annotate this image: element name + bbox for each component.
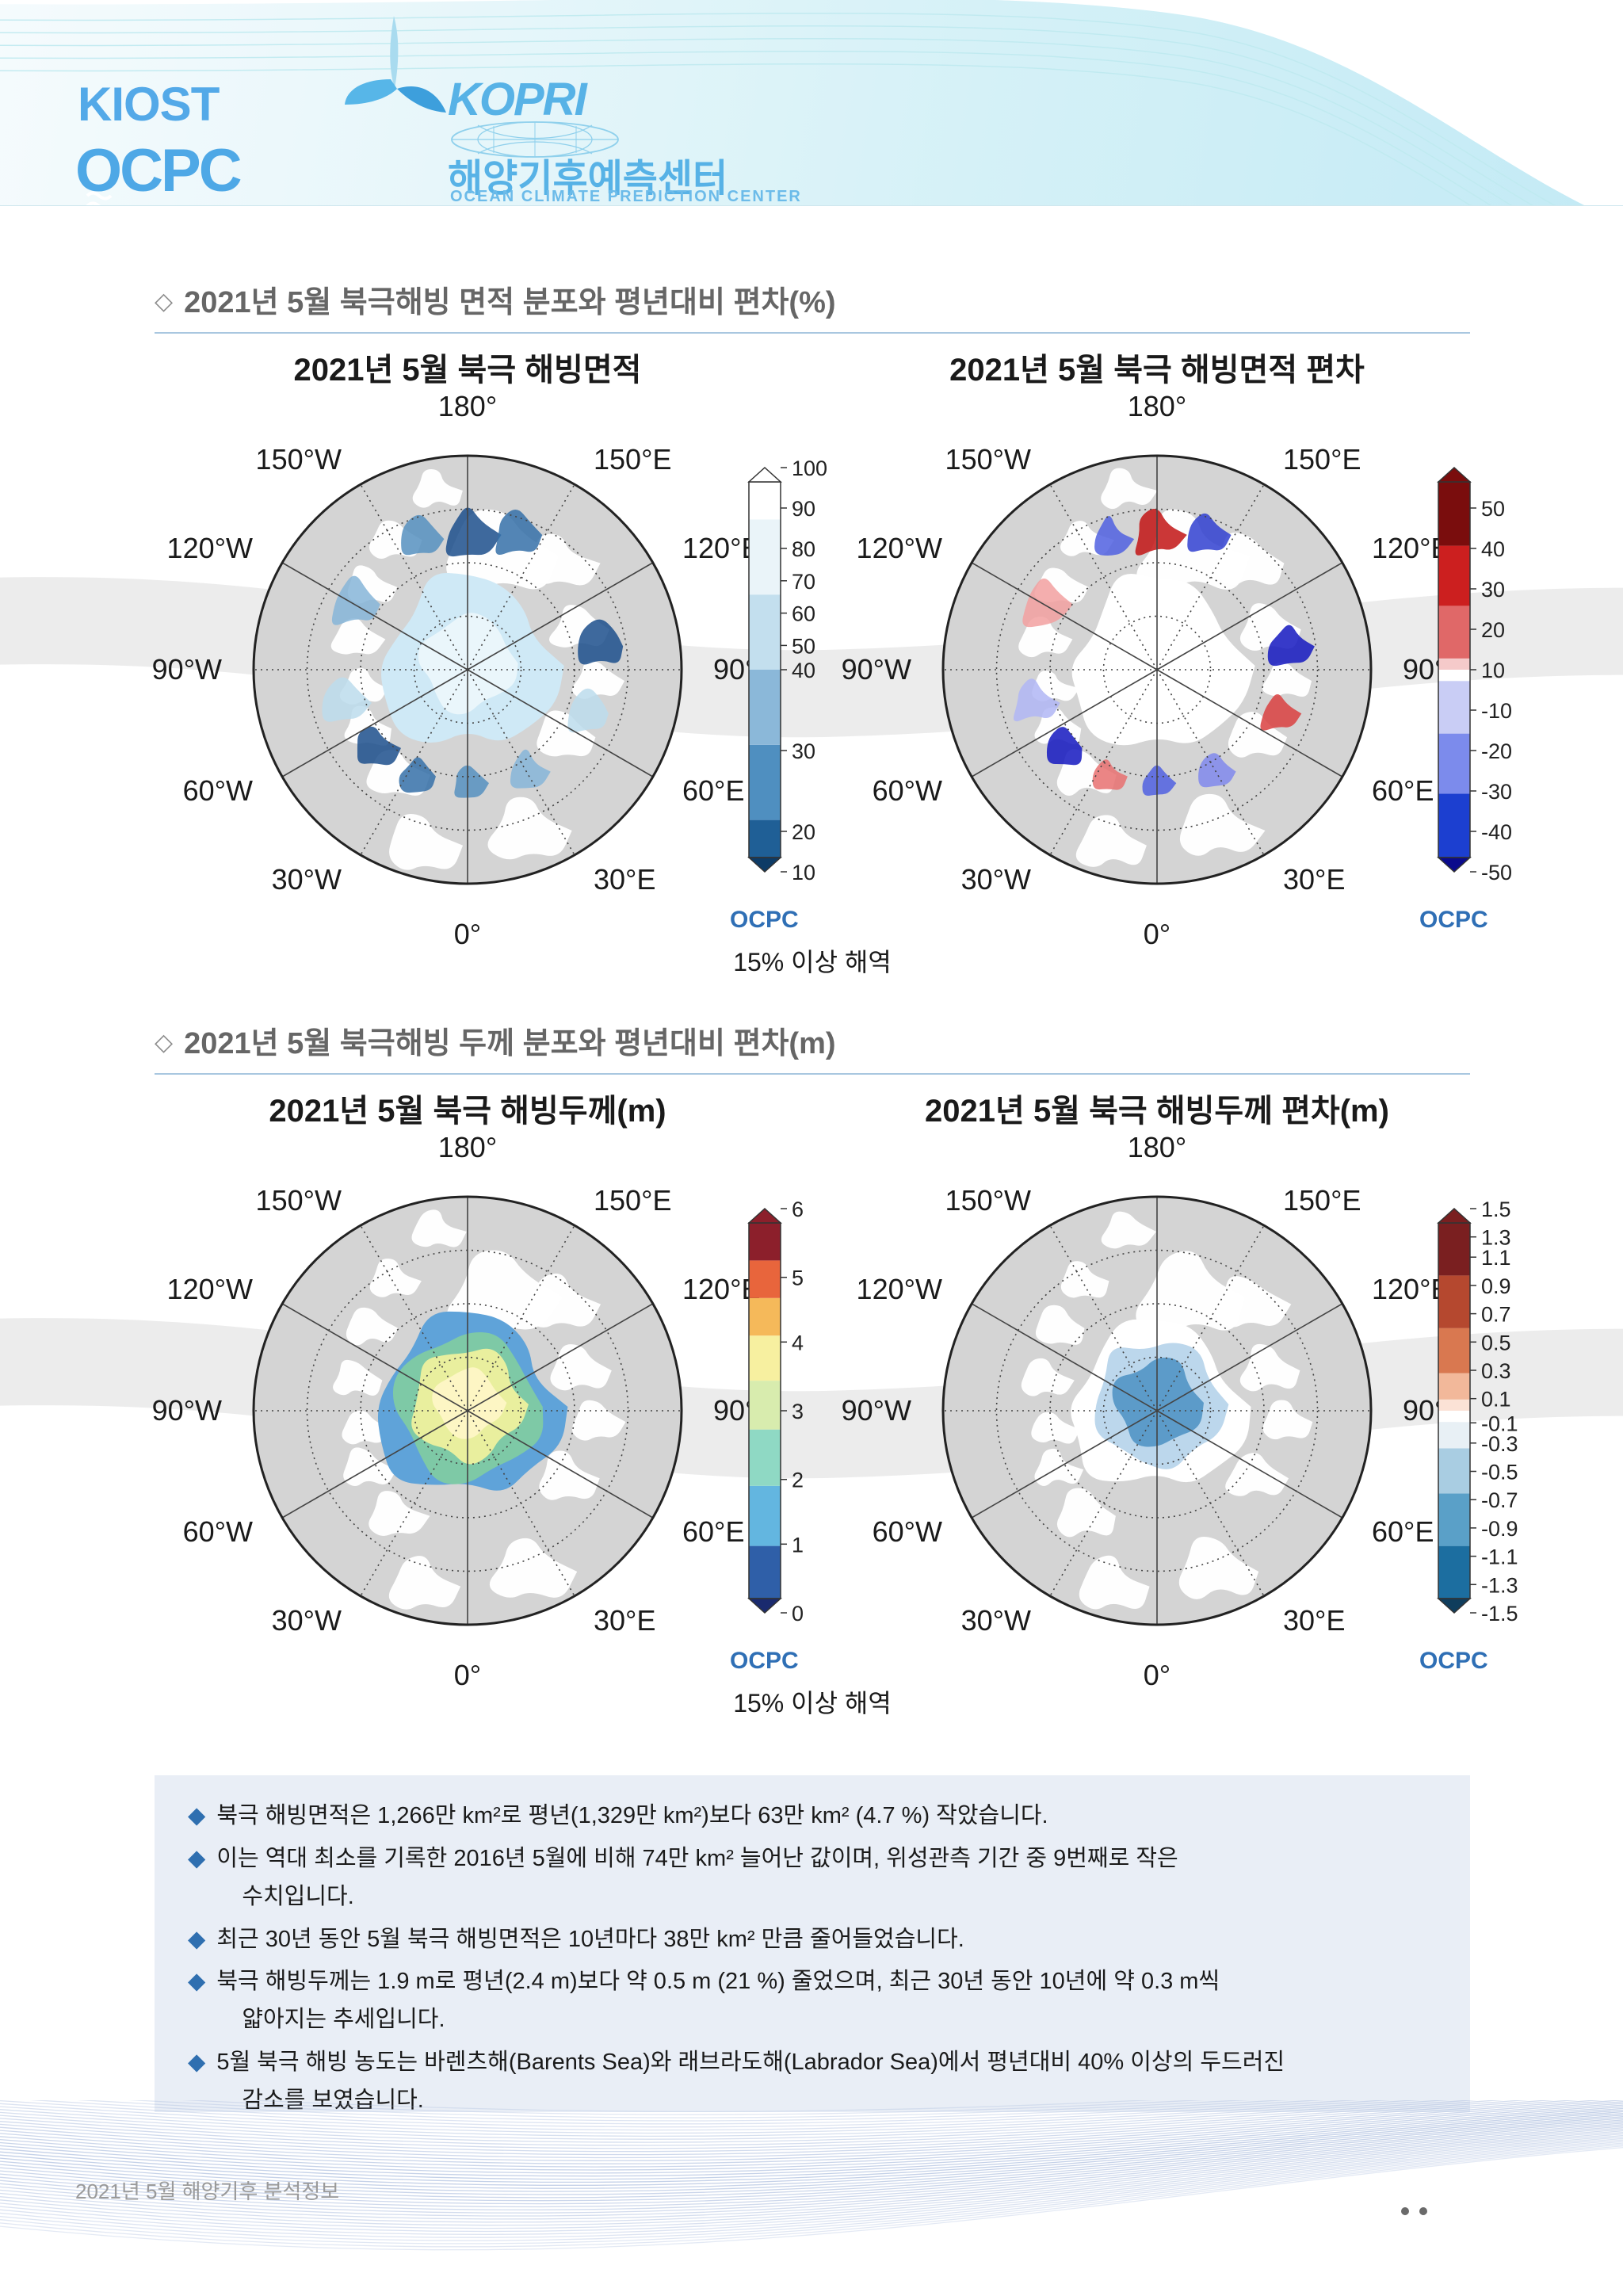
svg-text:60°W: 60°W <box>873 1515 942 1548</box>
svg-text:0.3: 0.3 <box>1481 1359 1511 1383</box>
svg-text:1.5: 1.5 <box>1481 1198 1511 1221</box>
svg-text:2021년 5월 북극 해빙면적: 2021년 5월 북극 해빙면적 <box>294 353 642 388</box>
svg-text:150°E: 150°E <box>594 1184 671 1217</box>
svg-text:0.9: 0.9 <box>1481 1274 1511 1298</box>
svg-text:40: 40 <box>1481 537 1505 561</box>
svg-text:150°E: 150°E <box>1283 1184 1361 1217</box>
svg-text:1.3: 1.3 <box>1481 1226 1511 1250</box>
svg-text:30°E: 30°E <box>594 1604 655 1637</box>
svg-text:30°E: 30°E <box>1283 1604 1345 1637</box>
svg-text:2021년 5월 북극 해빙면적 편차: 2021년 5월 북극 해빙면적 편차 <box>949 353 1365 388</box>
svg-text:-1.5: -1.5 <box>1481 1602 1518 1626</box>
svg-text:90°W: 90°W <box>152 1394 222 1427</box>
svg-text:150°W: 150°W <box>256 1184 342 1217</box>
svg-text:30: 30 <box>1481 578 1505 602</box>
svg-text:60°E: 60°E <box>1372 774 1434 807</box>
svg-text:-30: -30 <box>1481 780 1512 804</box>
svg-text:-0.1: -0.1 <box>1481 1412 1518 1435</box>
svg-text:90°W: 90°W <box>842 1394 911 1427</box>
svg-text:2021년 5월 북극 해빙두께(m): 2021년 5월 북극 해빙두께(m) <box>269 1094 666 1129</box>
svg-text:150°W: 150°W <box>945 1184 1031 1217</box>
svg-text:-1.3: -1.3 <box>1481 1573 1518 1597</box>
svg-text:90°W: 90°W <box>842 653 911 686</box>
svg-text:-50: -50 <box>1481 861 1512 884</box>
svg-text:15% 이상 해역: 15% 이상 해역 <box>733 1689 892 1717</box>
svg-text:60°W: 60°W <box>873 774 942 807</box>
svg-text:100: 100 <box>792 457 827 480</box>
svg-text:30: 30 <box>792 739 815 763</box>
svg-text:30°E: 30°E <box>1283 863 1345 896</box>
svg-text:30°W: 30°W <box>272 863 342 896</box>
svg-text:10: 10 <box>792 861 815 884</box>
svg-text:180°: 180° <box>1128 1131 1186 1163</box>
svg-text:60°W: 60°W <box>183 774 253 807</box>
svg-text:0.5: 0.5 <box>1481 1331 1511 1354</box>
svg-text:70: 70 <box>792 570 815 594</box>
svg-text:15% 이상 해역: 15% 이상 해역 <box>733 948 892 976</box>
svg-text:40: 40 <box>792 659 815 682</box>
svg-text:60: 60 <box>792 602 815 626</box>
svg-text:60°W: 60°W <box>183 1515 253 1548</box>
svg-text:180°: 180° <box>438 1131 497 1163</box>
svg-text:6: 6 <box>792 1198 804 1221</box>
svg-text:120°W: 120°W <box>857 532 942 564</box>
svg-text:30°E: 30°E <box>594 863 655 896</box>
svg-text:1: 1 <box>792 1533 804 1557</box>
svg-text:80: 80 <box>792 537 815 561</box>
svg-text:10: 10 <box>1481 659 1505 682</box>
svg-text:-0.5: -0.5 <box>1481 1461 1518 1484</box>
svg-text:60°E: 60°E <box>682 1515 744 1548</box>
svg-text:60°E: 60°E <box>1372 1515 1434 1548</box>
svg-text:2: 2 <box>792 1469 804 1492</box>
svg-text:2021년 5월 북극 해빙두께 편차(m): 2021년 5월 북극 해빙두께 편차(m) <box>925 1094 1389 1129</box>
svg-text:150°W: 150°W <box>945 443 1031 476</box>
svg-text:180°: 180° <box>1128 390 1186 422</box>
svg-text:50: 50 <box>1481 497 1505 521</box>
svg-text:150°W: 150°W <box>256 443 342 476</box>
svg-text:-20: -20 <box>1481 739 1512 763</box>
svg-text:5: 5 <box>792 1266 804 1290</box>
svg-text:30°W: 30°W <box>961 863 1031 896</box>
svg-text:3: 3 <box>792 1400 804 1423</box>
svg-text:150°E: 150°E <box>1283 443 1361 476</box>
svg-text:120°W: 120°W <box>167 1273 253 1305</box>
svg-text:50: 50 <box>792 634 815 658</box>
svg-text:120°W: 120°W <box>167 532 253 564</box>
svg-text:0.7: 0.7 <box>1481 1303 1511 1327</box>
svg-text:OCPC: OCPC <box>730 907 799 933</box>
svg-text:OCPC: OCPC <box>730 1648 799 1674</box>
svg-text:0°: 0° <box>454 918 481 950</box>
svg-text:180°: 180° <box>438 390 497 422</box>
svg-text:OCPC: OCPC <box>1419 907 1488 933</box>
svg-text:-0.9: -0.9 <box>1481 1517 1518 1541</box>
svg-text:30°W: 30°W <box>961 1604 1031 1637</box>
svg-text:0.1: 0.1 <box>1481 1388 1511 1412</box>
svg-text:-0.7: -0.7 <box>1481 1488 1518 1512</box>
svg-text:150°E: 150°E <box>594 443 671 476</box>
svg-text:90: 90 <box>792 497 815 521</box>
svg-text:OCPC: OCPC <box>1419 1648 1488 1674</box>
svg-text:20: 20 <box>1481 618 1505 642</box>
svg-text:-40: -40 <box>1481 820 1512 844</box>
svg-text:120°W: 120°W <box>857 1273 942 1305</box>
svg-text:60°E: 60°E <box>682 774 744 807</box>
svg-text:-10: -10 <box>1481 699 1512 723</box>
svg-text:20: 20 <box>792 820 815 844</box>
svg-text:0°: 0° <box>454 1659 481 1691</box>
svg-text:0°: 0° <box>1144 918 1170 950</box>
svg-text:30°W: 30°W <box>272 1604 342 1637</box>
svg-text:90°W: 90°W <box>152 653 222 686</box>
svg-text:-1.1: -1.1 <box>1481 1545 1518 1569</box>
svg-text:0°: 0° <box>1144 1659 1170 1691</box>
svg-text:0: 0 <box>792 1602 804 1626</box>
svg-text:4: 4 <box>792 1331 804 1354</box>
